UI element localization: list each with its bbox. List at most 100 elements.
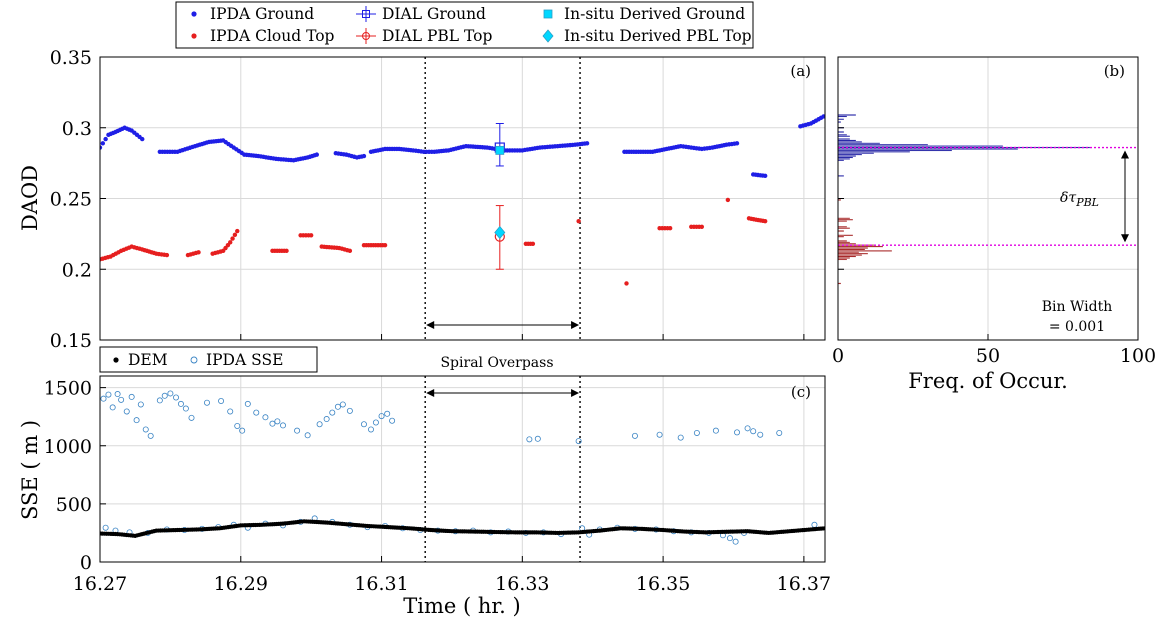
histogram-bar-ground bbox=[838, 143, 929, 146]
histogram-bar-cloud-top bbox=[838, 241, 851, 244]
panel-c-xtick-label: 16.29 bbox=[214, 573, 268, 595]
histogram-bar-cloud-top bbox=[838, 258, 848, 261]
ipda-sse-point bbox=[274, 418, 281, 425]
histogram-bar-ground bbox=[838, 159, 845, 162]
ipda-sse-point bbox=[123, 408, 130, 415]
ipda-sse-point bbox=[316, 421, 323, 428]
panel-b-xtick-label: 0 bbox=[832, 345, 844, 367]
histogram-bar-ground bbox=[838, 155, 857, 157]
histogram-bar-cloud-top bbox=[838, 245, 884, 248]
histogram-bar-ground bbox=[838, 118, 845, 121]
ipda-sse-point bbox=[732, 538, 739, 545]
histogram-bar-cloud-top bbox=[838, 242, 857, 245]
panel-c-ytick-label: 1500 bbox=[44, 378, 92, 400]
ipda-sse-point bbox=[750, 428, 757, 435]
ipda-sse-point bbox=[726, 535, 733, 542]
histogram-bar-cloud-top bbox=[838, 220, 848, 222]
panel-c-xtick-label: 16.35 bbox=[636, 573, 690, 595]
ipda-sse-point bbox=[156, 397, 163, 404]
ipda-cloud-top-point bbox=[284, 248, 289, 254]
panel-c-xlabel: Time ( hr. ) bbox=[403, 594, 520, 618]
legend-a-box bbox=[175, 1, 754, 49]
ipda-sse-point bbox=[239, 427, 246, 434]
ipda-cloud-top-point bbox=[228, 240, 233, 245]
ipda-cloud-top-point bbox=[725, 197, 731, 203]
ipda-ground-point bbox=[584, 141, 590, 146]
panel-a-ytick-label: 0.25 bbox=[50, 189, 92, 211]
panel-b-xlabel: Freq. of Occur. bbox=[908, 369, 1068, 393]
ipda-cloud-top-point bbox=[308, 233, 314, 238]
delta-tau-arrow-head-down bbox=[1121, 234, 1129, 243]
ipda-sse-point bbox=[346, 407, 353, 414]
ipda-sse-point bbox=[339, 401, 346, 408]
ipda-cloud-top-point bbox=[164, 252, 170, 258]
bin-width-value: = 0.001 bbox=[1049, 319, 1105, 335]
ipda-sse-point bbox=[182, 405, 189, 412]
histogram-bar-ground bbox=[838, 150, 911, 153]
panel-a-ytick-label: 0.35 bbox=[50, 47, 92, 69]
legend-a-label: IPDA Ground bbox=[210, 5, 314, 23]
legend-insitu-ground-marker bbox=[543, 9, 553, 19]
histogram-bar-cloud-top bbox=[838, 255, 857, 258]
ipda-cloud-top-point bbox=[232, 232, 238, 238]
ipda-ground-point bbox=[361, 153, 367, 159]
legend-a-label: DIAL Ground bbox=[382, 5, 486, 23]
panel-b-ticks: 0 50 100 bbox=[832, 56, 1156, 367]
ipda-sse-point bbox=[109, 404, 116, 411]
ipda-sse-point bbox=[114, 391, 121, 398]
legend-a-label: In-situ Derived PBL Top bbox=[564, 27, 752, 45]
ipda-sse-point bbox=[334, 403, 341, 410]
ipda-sse-point bbox=[575, 438, 582, 445]
legend-panel-c: DEM IPDA SSE bbox=[99, 346, 318, 373]
ipda-ground-point bbox=[762, 173, 768, 179]
ipda-sse-point bbox=[744, 425, 751, 432]
ipda-cloud-top-point bbox=[624, 281, 629, 286]
ipda-sse-point bbox=[105, 391, 112, 398]
ipda-sse-point bbox=[389, 417, 396, 424]
spiral-arrow-c-head-right bbox=[571, 389, 580, 397]
ipda-sse-point bbox=[147, 432, 154, 439]
ipda-sse-point bbox=[534, 435, 541, 442]
ipda-sse-point bbox=[253, 409, 260, 416]
histogram-bar-cloud-top bbox=[838, 235, 845, 238]
ipda-sse-point bbox=[384, 410, 391, 417]
legend-a-label: In-situ Derived Ground bbox=[564, 5, 745, 23]
histogram-bar-ground bbox=[838, 138, 851, 140]
ipda-sse-point bbox=[177, 400, 184, 407]
ipda-ground-point bbox=[734, 141, 740, 146]
ipda-sse-point bbox=[304, 432, 311, 439]
ipda-sse-point bbox=[227, 408, 234, 415]
legend-c-label: IPDA SSE bbox=[206, 351, 283, 369]
histogram-bar-cloud-top bbox=[838, 240, 848, 242]
panel-a-ylabel: DAOD bbox=[18, 165, 42, 231]
spiral-arrow-a-head-right bbox=[571, 321, 580, 329]
bin-width-label: Bin Width bbox=[1042, 299, 1112, 315]
histogram-bar-ground bbox=[838, 121, 842, 123]
histogram-bar-ground bbox=[838, 139, 857, 142]
histogram-bar-cloud-top bbox=[838, 234, 854, 237]
histogram-bar-ground bbox=[838, 145, 1004, 148]
panel-c-frame bbox=[99, 375, 826, 563]
ipda-sse-point bbox=[367, 426, 374, 433]
spiral-overpass-annotation: Spiral Overpass bbox=[440, 355, 553, 371]
ipda-cloud-top-point bbox=[699, 224, 705, 229]
legend-insitu-pbl-top-marker bbox=[542, 29, 554, 43]
panel-a-grid bbox=[99, 56, 825, 341]
panel-a-ytick-label: 0.2 bbox=[62, 259, 92, 281]
histogram-bar-ground bbox=[838, 115, 848, 118]
ipda-cloud-top-point bbox=[667, 226, 673, 231]
panel-a-ytick-label: 0.15 bbox=[50, 330, 92, 352]
ipda-sse-point bbox=[811, 521, 818, 528]
panel-a-ytick-label: 0.3 bbox=[62, 118, 92, 140]
histogram-bar-cloud-top bbox=[838, 251, 860, 254]
histogram-bar-cloud-top bbox=[838, 248, 866, 251]
panel-c-ylabel: SSE ( m ) bbox=[18, 420, 42, 520]
delta-tau-pbl-label: δτPBL bbox=[1060, 190, 1099, 209]
ipda-ground-point bbox=[103, 136, 108, 142]
ipda-cloud-top-point bbox=[762, 218, 768, 224]
ipda-sse-point bbox=[269, 420, 276, 427]
ipda-sse-point bbox=[167, 390, 174, 397]
ipda-sse-point bbox=[244, 400, 251, 407]
panel-c-xtick-label: 16.27 bbox=[73, 573, 127, 595]
